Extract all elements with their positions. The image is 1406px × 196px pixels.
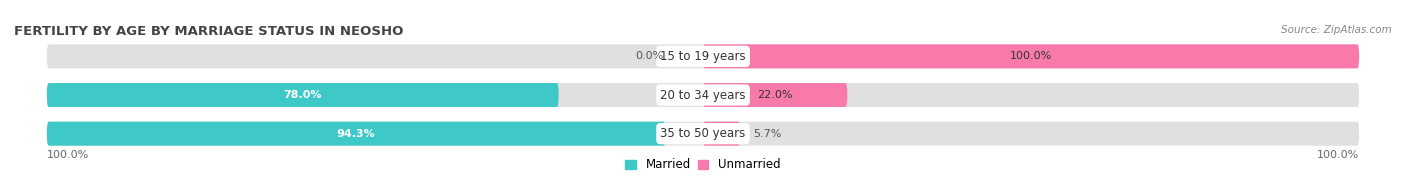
Text: 0.0%: 0.0% [636, 51, 664, 61]
FancyBboxPatch shape [46, 44, 1360, 68]
FancyBboxPatch shape [46, 122, 1360, 146]
FancyBboxPatch shape [703, 44, 1360, 68]
Text: 22.0%: 22.0% [758, 90, 793, 100]
Text: Source: ZipAtlas.com: Source: ZipAtlas.com [1281, 25, 1392, 35]
Text: 78.0%: 78.0% [284, 90, 322, 100]
FancyBboxPatch shape [46, 122, 665, 146]
FancyBboxPatch shape [46, 83, 558, 107]
Text: FERTILITY BY AGE BY MARRIAGE STATUS IN NEOSHO: FERTILITY BY AGE BY MARRIAGE STATUS IN N… [14, 25, 404, 38]
Text: 15 to 19 years: 15 to 19 years [661, 50, 745, 63]
Text: 100.0%: 100.0% [46, 150, 89, 160]
Text: 35 to 50 years: 35 to 50 years [661, 127, 745, 140]
Text: 5.7%: 5.7% [754, 129, 782, 139]
Text: 100.0%: 100.0% [1010, 51, 1052, 61]
FancyBboxPatch shape [46, 83, 1360, 107]
Legend: Married, Unmarried: Married, Unmarried [626, 158, 780, 171]
FancyBboxPatch shape [703, 122, 741, 146]
Text: 94.3%: 94.3% [337, 129, 375, 139]
Text: 100.0%: 100.0% [1317, 150, 1360, 160]
FancyBboxPatch shape [703, 83, 848, 107]
Text: 20 to 34 years: 20 to 34 years [661, 89, 745, 102]
